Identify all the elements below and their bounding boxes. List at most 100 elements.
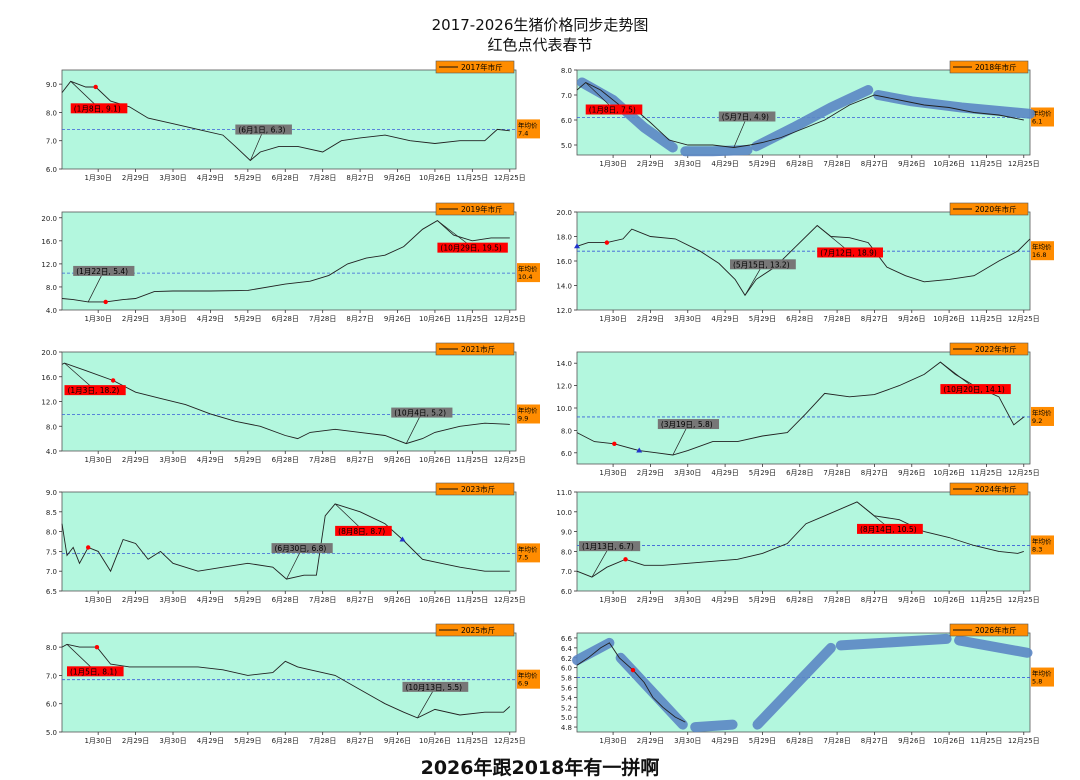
x-tick-label: 3月30日 bbox=[159, 174, 186, 182]
min-label-box bbox=[391, 407, 453, 418]
x-tick-label: 7月28日 bbox=[823, 596, 850, 604]
y-tick-label: 11.0 bbox=[556, 489, 572, 497]
min-label-text: (3月19日, 5.8) bbox=[661, 420, 713, 429]
y-tick-label: 5.6 bbox=[561, 684, 573, 692]
mean-label-title: 年均价 bbox=[518, 120, 538, 129]
x-tick-label: 2月29日 bbox=[122, 174, 149, 182]
x-tick-label: 10月26日 bbox=[419, 737, 451, 745]
max-label-text: (1月8日, 7.5) bbox=[589, 106, 636, 115]
price-line bbox=[576, 224, 1031, 297]
chart-panel-8: 6.0 7.0 8.0 9.0 10.0 11.0 1月30日 2月29日 3月30日 4月29日… bbox=[556, 482, 1054, 604]
x-tick-label: 8月27日 bbox=[346, 737, 373, 745]
y-tick-label: 6.0 bbox=[46, 701, 57, 709]
x-tick-label: 3月30日 bbox=[674, 596, 701, 604]
trend-overlay bbox=[752, 642, 836, 730]
price-line bbox=[61, 220, 510, 303]
min-label-text: (1月22日, 5.4) bbox=[76, 267, 128, 276]
min-label-leader bbox=[733, 116, 748, 148]
x-tick-label: 5月29日 bbox=[749, 469, 776, 477]
x-tick-label: 3月30日 bbox=[674, 315, 701, 323]
min-label-box bbox=[73, 265, 135, 276]
x-tick-label: 8月27日 bbox=[346, 456, 373, 464]
x-tick-label: 4月29日 bbox=[197, 315, 224, 323]
x-tick-label: 12月25日 bbox=[1008, 315, 1040, 323]
legend-box bbox=[435, 482, 515, 496]
max-label-text: (8月14日, 10.5) bbox=[860, 525, 917, 534]
x-tick-label: 9月26日 bbox=[898, 469, 925, 477]
mean-label-box bbox=[517, 263, 540, 283]
mean-label-box bbox=[517, 404, 540, 424]
x-tick-label: 11月25日 bbox=[971, 596, 1003, 604]
y-tick-label: 6.0 bbox=[561, 117, 572, 125]
y-tick-label: 14.0 bbox=[556, 283, 572, 291]
chart-panel-2: 5.0 6.0 7.0 8.0 1月30日 2月29日 3月30日 4月29日 5月29日 6月2… bbox=[561, 60, 1054, 168]
mean-label-box bbox=[1031, 406, 1054, 426]
min-label-box bbox=[579, 541, 641, 552]
chart-panel-9: 5.0 6.0 7.0 8.0 1月30日 2月29日 3月30日 4月29日 5月29日 6月2… bbox=[46, 623, 540, 745]
y-tick-label: 14.0 bbox=[556, 360, 572, 368]
legend-box bbox=[949, 60, 1029, 74]
y-tick-label: 8.0 bbox=[46, 529, 57, 537]
chart-panel-6: 6.0 8.0 10.0 12.0 14.0 1月30日 2月29日 3月30日 4月29日 5月… bbox=[556, 342, 1054, 477]
x-tick-label: 8月27日 bbox=[861, 315, 888, 323]
x-tick-label: 6月28日 bbox=[786, 469, 813, 477]
blue-marker bbox=[574, 243, 580, 249]
mean-label-value: 7.4 bbox=[518, 129, 528, 137]
mean-label-value: 8.3 bbox=[1032, 545, 1042, 553]
x-tick-label: 3月30日 bbox=[159, 596, 186, 604]
min-label-leader bbox=[417, 686, 436, 719]
x-tick-label: 5月29日 bbox=[234, 737, 261, 745]
mean-label-box bbox=[1031, 667, 1054, 687]
y-tick-label: 20.0 bbox=[556, 209, 572, 217]
spring-festival-point bbox=[103, 299, 108, 305]
y-tick-label: 4.0 bbox=[46, 448, 57, 456]
mean-label-value: 9.2 bbox=[1032, 417, 1042, 425]
mean-label-title: 年均价 bbox=[1032, 109, 1052, 118]
y-tick-label: 5.4 bbox=[561, 694, 573, 702]
mean-label-box bbox=[517, 543, 540, 563]
legend-box bbox=[435, 342, 515, 356]
y-tick-label: 8.0 bbox=[46, 109, 57, 117]
x-tick-label: 7月28日 bbox=[309, 737, 336, 745]
x-tick-label: 8月27日 bbox=[861, 469, 888, 477]
chart-panel-7: 6.5 7.0 7.5 8.0 8.5 9.0 1月30日 2月29日 3月30日 4月29日 5月… bbox=[46, 482, 540, 604]
y-tick-label: 9.0 bbox=[46, 81, 57, 89]
min-label-box bbox=[718, 111, 776, 122]
x-tick-label: 2月29日 bbox=[122, 315, 149, 323]
mean-label-value: 7.5 bbox=[518, 553, 528, 561]
x-tick-label: 1月30日 bbox=[599, 469, 626, 477]
spring-festival-point bbox=[604, 240, 610, 245]
y-tick-label: 20.0 bbox=[41, 215, 57, 223]
x-tick-label: 7月28日 bbox=[309, 596, 336, 604]
min-label-text: (5月7日, 4.9) bbox=[722, 113, 769, 122]
spring-festival-point bbox=[93, 84, 98, 90]
x-tick-label: 7月28日 bbox=[823, 737, 850, 745]
y-tick-label: 7.0 bbox=[46, 568, 57, 576]
mean-label-box bbox=[517, 119, 540, 139]
x-tick-label: 6月28日 bbox=[272, 456, 299, 464]
x-tick-label: 12月25日 bbox=[1008, 469, 1040, 477]
y-tick-label: 8.0 bbox=[561, 67, 572, 75]
min-label-text: (10月13日, 5.5) bbox=[405, 683, 462, 692]
x-tick-label: 12月25日 bbox=[494, 737, 526, 745]
mean-label-box bbox=[517, 669, 540, 689]
y-tick-label: 6.4 bbox=[561, 645, 573, 653]
trend-overlay bbox=[680, 145, 753, 157]
min-label-text: (6月30日, 6.8) bbox=[275, 544, 327, 553]
chart-title: 2017-2026生猪价格同步走势图 bbox=[431, 16, 649, 34]
legend-text: 2017年市斤 bbox=[461, 62, 503, 72]
legend-box bbox=[435, 202, 515, 216]
x-tick-label: 11月25日 bbox=[456, 596, 488, 604]
legend-text: 2023市斤 bbox=[461, 484, 495, 494]
legend-text: 2019年市斤 bbox=[461, 204, 503, 214]
x-tick-label: 2月29日 bbox=[122, 596, 149, 604]
max-label-text: (1月3日, 18.2) bbox=[67, 386, 119, 395]
chart-panel-3: 4.0 8.0 12.0 16.0 20.0 1月30日 2月29日 3月30日 4月29日 5月… bbox=[41, 202, 540, 323]
y-tick-label: 7.5 bbox=[46, 548, 57, 556]
x-tick-label: 6月28日 bbox=[786, 160, 813, 168]
x-tick-label: 9月26日 bbox=[898, 315, 925, 323]
mean-label-value: 6.9 bbox=[518, 680, 528, 688]
x-tick-label: 11月25日 bbox=[971, 160, 1003, 168]
max-label-text: (7月12日, 18.9) bbox=[820, 248, 877, 257]
x-tick-label: 5月29日 bbox=[749, 737, 776, 745]
